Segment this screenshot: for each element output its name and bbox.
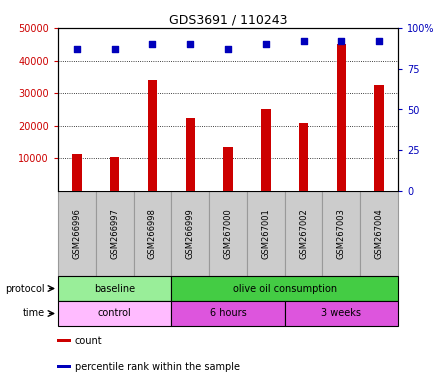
Text: GSM266999: GSM266999 <box>186 208 195 259</box>
Point <box>187 41 194 47</box>
Text: GSM266997: GSM266997 <box>110 208 119 259</box>
Bar <box>134 191 171 276</box>
Bar <box>360 191 398 276</box>
Text: GSM267001: GSM267001 <box>261 208 270 259</box>
Text: GSM266996: GSM266996 <box>73 208 81 259</box>
Text: olive oil consumption: olive oil consumption <box>233 283 337 293</box>
Bar <box>323 191 360 276</box>
Bar <box>58 276 171 301</box>
Bar <box>110 157 119 191</box>
Title: GDS3691 / 110243: GDS3691 / 110243 <box>169 14 287 27</box>
Point <box>111 46 118 52</box>
Text: control: control <box>98 308 132 318</box>
Bar <box>285 191 323 276</box>
Bar <box>171 276 398 301</box>
Bar <box>171 191 209 276</box>
Text: count: count <box>75 336 103 346</box>
Bar <box>57 339 71 342</box>
Text: GSM267002: GSM267002 <box>299 208 308 259</box>
Text: GSM267004: GSM267004 <box>374 208 384 259</box>
Bar <box>96 191 134 276</box>
Bar <box>58 191 96 276</box>
Point <box>376 38 383 44</box>
Bar <box>247 191 285 276</box>
Bar <box>223 147 233 191</box>
Bar <box>57 365 71 368</box>
Bar <box>72 154 81 191</box>
Bar <box>186 118 195 191</box>
Point <box>338 38 345 44</box>
Bar <box>374 85 384 191</box>
Text: time: time <box>22 308 45 318</box>
Text: percentile rank within the sample: percentile rank within the sample <box>75 362 240 372</box>
Point <box>300 38 307 44</box>
Text: baseline: baseline <box>94 283 135 293</box>
Bar <box>209 191 247 276</box>
Point <box>224 46 231 52</box>
Bar <box>148 80 157 191</box>
Point <box>73 46 81 52</box>
Bar <box>58 301 171 326</box>
Text: GSM267000: GSM267000 <box>224 208 232 259</box>
Point <box>149 41 156 47</box>
Text: GSM267003: GSM267003 <box>337 208 346 259</box>
Bar <box>337 44 346 191</box>
Text: 3 weeks: 3 weeks <box>321 308 361 318</box>
Bar <box>285 301 398 326</box>
Text: protocol: protocol <box>5 283 45 293</box>
Text: 6 hours: 6 hours <box>209 308 246 318</box>
Bar <box>299 122 308 191</box>
Text: GSM266998: GSM266998 <box>148 208 157 259</box>
Bar <box>171 301 285 326</box>
Point <box>262 41 269 47</box>
Bar <box>261 109 271 191</box>
